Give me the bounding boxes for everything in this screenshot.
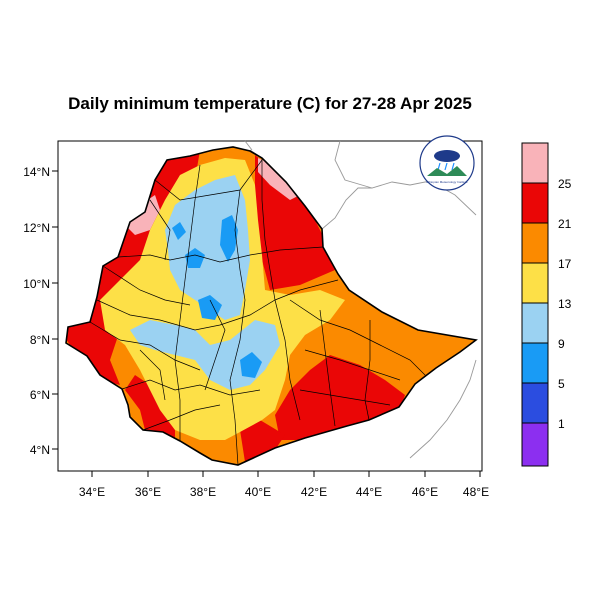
field-above-25-north-west [125,195,160,235]
logo: Ethiopian Meteorology Institute [419,135,475,191]
y-tick-labels: 4°N 6°N 8°N 10°N 12°N 14°N [23,165,50,457]
x-tick-labels: 34°E 36°E 38°E 40°E 42°E 44°E 46°E 48°E [79,485,489,499]
y-tick-label: 14°N [23,165,50,179]
colorbar-label: 5 [558,377,565,391]
logo-cloud-icon [434,150,460,162]
field-5-9-core-west [172,222,186,240]
x-tick-label: 40°E [245,485,271,499]
colorbar-swatch-13-17 [521,262,549,304]
field-21-25-south-west [125,375,175,440]
y-tick-label: 8°N [30,333,50,347]
colorbar-label: 13 [558,297,572,311]
x-tick-label: 42°E [301,485,327,499]
colorbar-label: 17 [558,257,572,271]
x-tick-label: 36°E [135,485,161,499]
colorbar-swatch-9-13 [521,302,549,344]
admin-boundaries [89,158,431,465]
ethiopia-outline [65,146,478,466]
colorbar-swatch-below-1 [521,422,549,467]
y-tick-label: 10°N [23,277,50,291]
colorbar-label: 1 [558,417,565,431]
x-axis [91,471,481,477]
colorbar-swatch-21-25 [521,182,549,224]
field-5-9-core-north [185,248,205,268]
field-5-9-core-centre [198,295,222,320]
y-tick-label: 6°N [30,388,50,402]
colorbar-label: 9 [558,337,565,351]
colorbar-swatch-5-9 [521,342,549,384]
colorbar-swatch-1-5 [521,382,549,424]
logo-text: Ethiopian Meteorology Institute [426,180,468,184]
map-title: Daily minimum temperature (C) for 27-28 … [68,94,472,113]
field-5-9-core-south [240,352,262,378]
colorbar-labels: 25 21 17 13 9 5 1 [558,177,572,431]
y-axis [52,170,58,450]
colorbar-swatch-17-21 [521,222,549,264]
colorbar-swatch-above-25 [521,142,549,184]
x-tick-label: 46°E [412,485,438,499]
field-above-25-north-east [258,158,300,200]
colorbar-label: 21 [558,217,572,231]
x-tick-label: 48°E [463,485,489,499]
colorbar [521,142,549,467]
x-tick-label: 44°E [356,485,382,499]
colorbar-label: 25 [558,177,572,191]
y-tick-label: 4°N [30,443,50,457]
logo-landscape-icon [427,166,467,176]
x-tick-label: 34°E [79,485,105,499]
field-5-9-core-ridge [220,215,238,262]
y-tick-label: 12°N [23,221,50,235]
x-tick-label: 38°E [190,485,216,499]
field-9-13-north-highlands [165,175,250,320]
field-21-25-south-tip [240,420,285,462]
